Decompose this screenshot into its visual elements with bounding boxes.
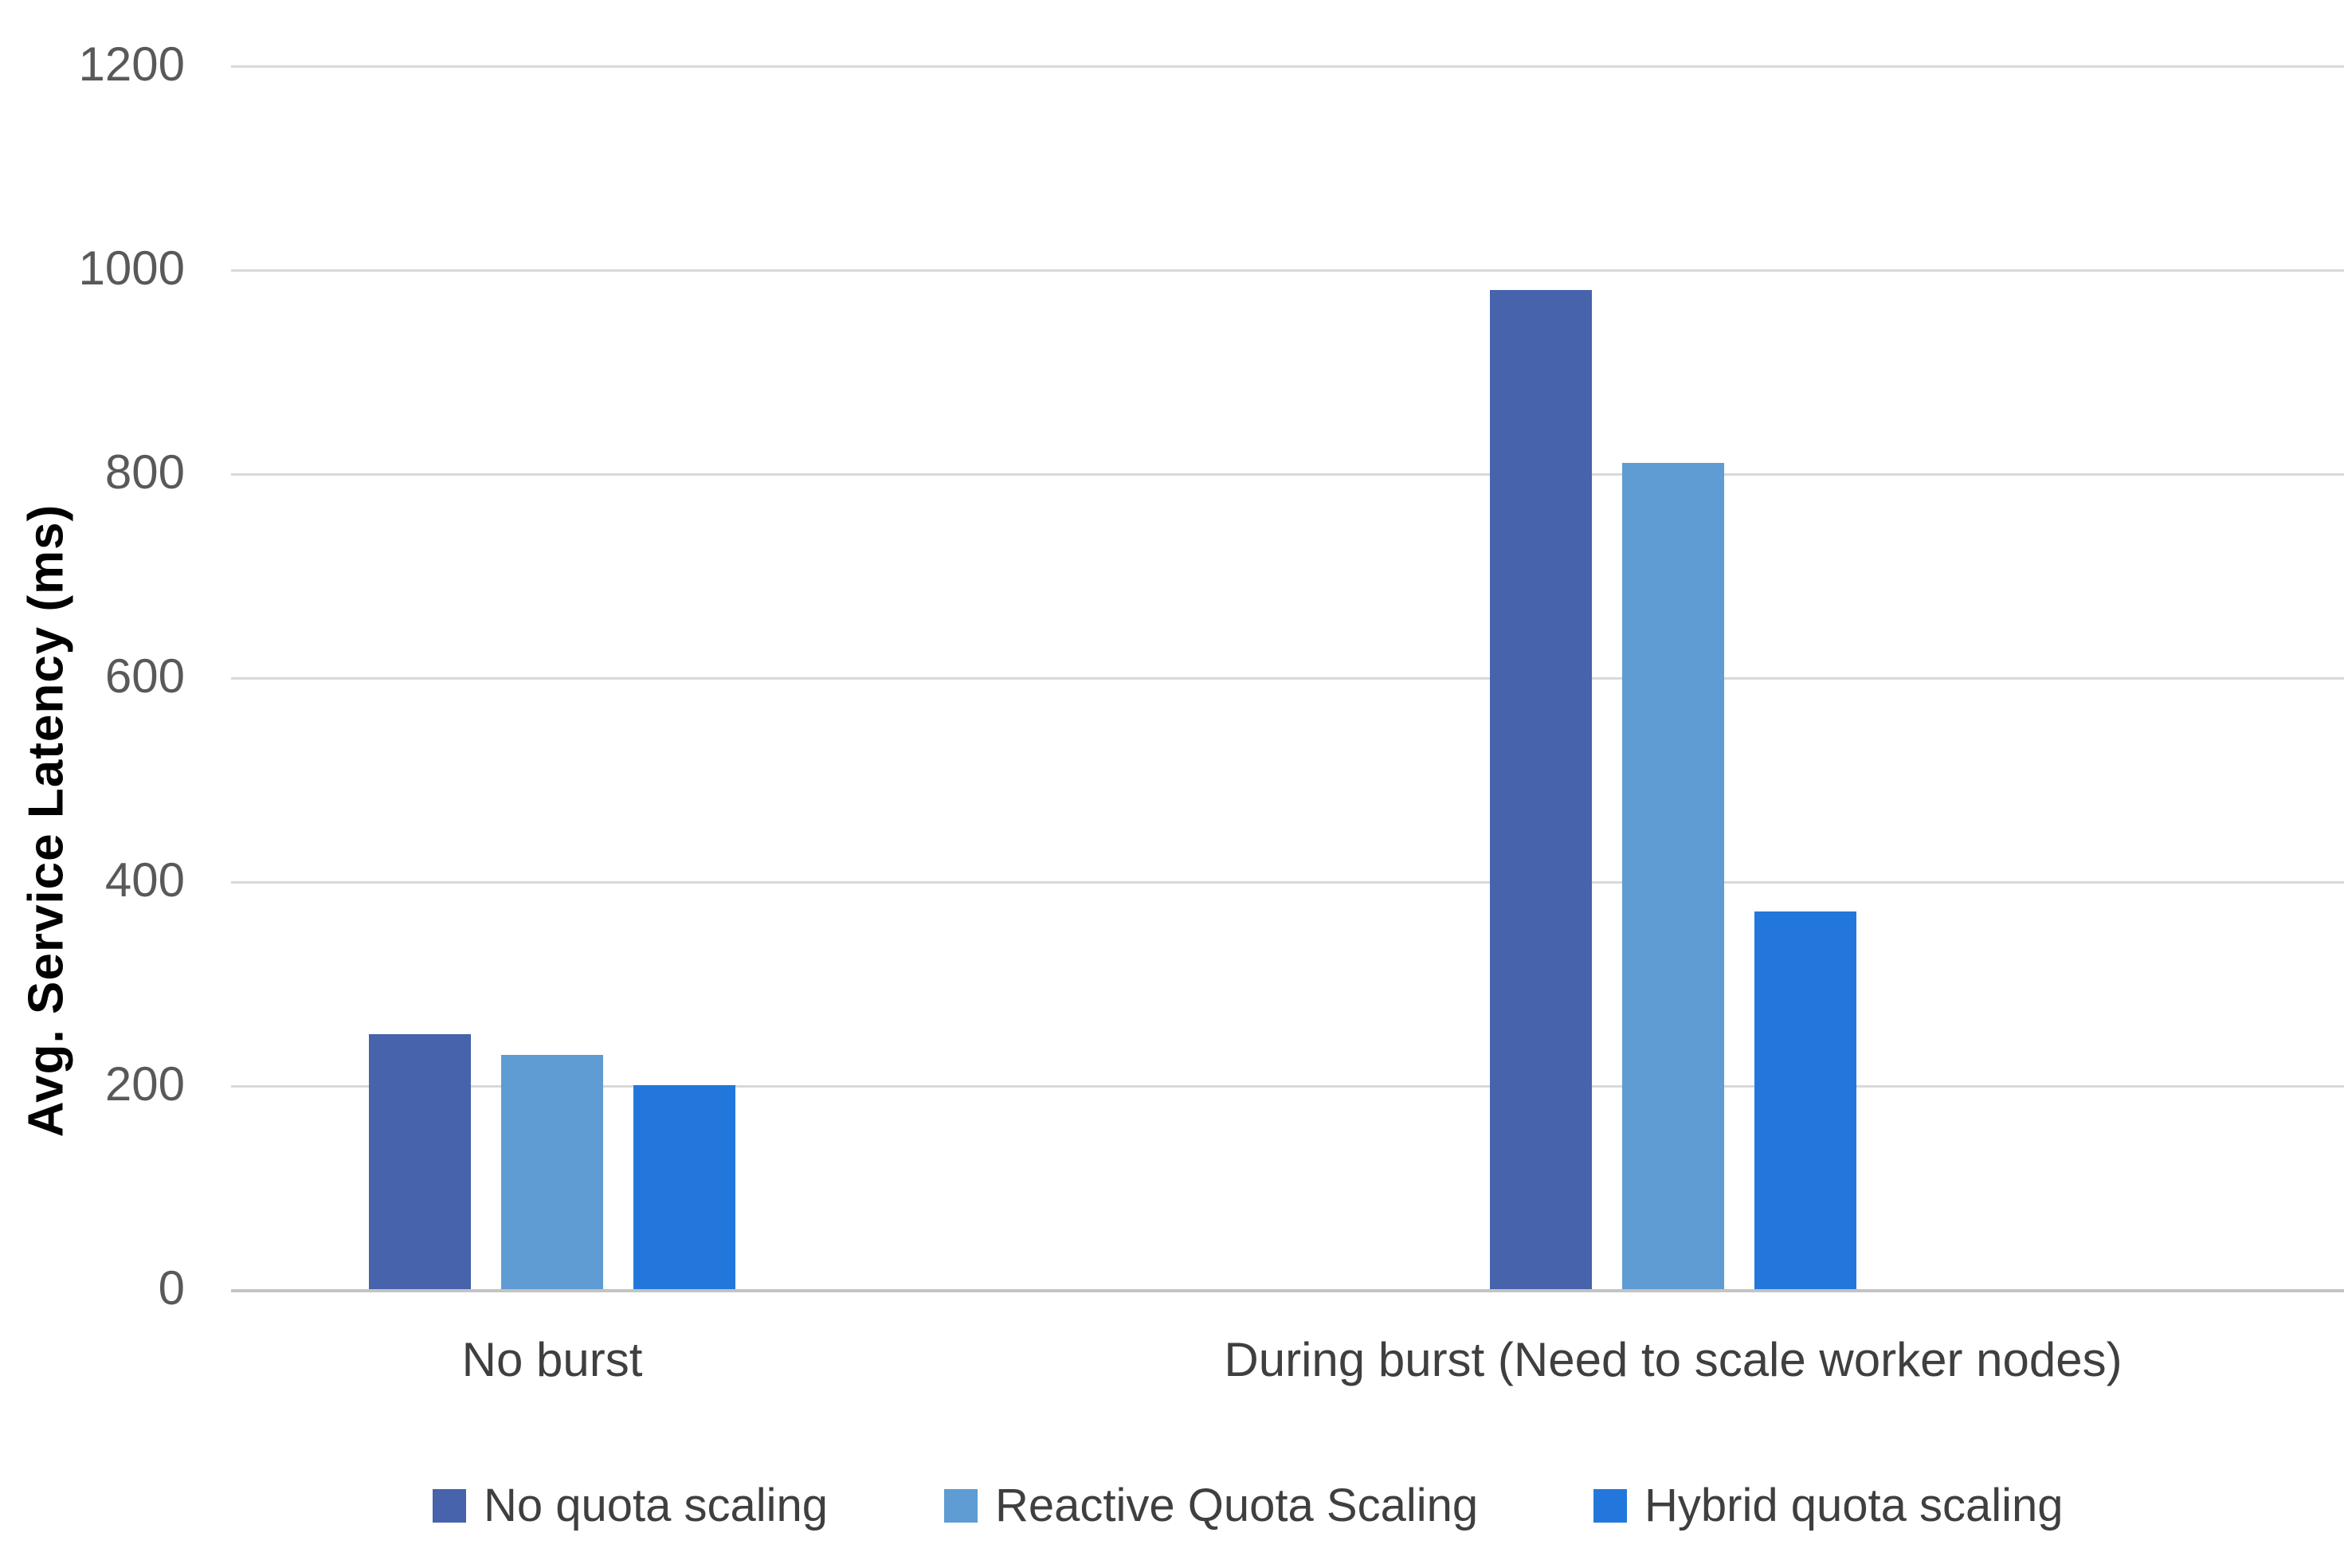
x-axis-line [231, 1289, 2344, 1292]
bar-reactive-quota-scaling-during-burst [1622, 463, 1724, 1289]
legend-label: Hybrid quota scaling [1644, 1480, 2064, 1531]
legend-entry-reactive-quota-scaling: Reactive Quota Scaling [944, 1479, 1478, 1532]
bar-hybrid-quota-scaling-no-burst [633, 1085, 735, 1289]
gridline-400 [231, 881, 2344, 884]
y-tick-label-200: 200 [104, 1057, 185, 1111]
legend-swatch-icon [944, 1488, 978, 1523]
legend-swatch-icon [1593, 1488, 1627, 1523]
gridline-800 [231, 473, 2344, 476]
gridline-600 [231, 677, 2344, 680]
category-label-no-burst: No burst [461, 1333, 643, 1386]
y-tick-label-1000: 1000 [78, 241, 185, 296]
y-tick-label-800: 800 [104, 445, 185, 500]
y-axis-tick-labels: 0 200 400 600 800 1000 1200 [0, 0, 185, 1568]
gridline-200 [231, 1085, 2344, 1088]
y-tick-label-600: 600 [104, 649, 185, 704]
bar-reactive-quota-scaling-no-burst [501, 1054, 603, 1289]
category-label-during-burst: During burst (Need to scale worker nodes… [1224, 1333, 2123, 1386]
bar-hybrid-quota-scaling-during-burst [1754, 911, 1856, 1289]
plot-area [231, 65, 2344, 1292]
y-tick-label-400: 400 [104, 853, 185, 907]
y-tick-label-1200: 1200 [78, 37, 185, 92]
y-tick-label-0: 0 [158, 1261, 185, 1315]
legend-label: No quota scaling [484, 1480, 829, 1531]
gridline-1000 [231, 269, 2344, 272]
legend-entry-hybrid-quota-scaling: Hybrid quota scaling [1593, 1479, 2064, 1532]
legend-label: Reactive Quota Scaling [995, 1480, 1479, 1531]
gridline-1200 [231, 65, 2344, 68]
legend-swatch-icon [433, 1488, 466, 1523]
legend-entry-no-quota-scaling: No quota scaling [433, 1479, 828, 1532]
bar-no-quota-scaling-no-burst [369, 1034, 471, 1289]
bar-no-quota-scaling-during-burst [1490, 289, 1592, 1289]
